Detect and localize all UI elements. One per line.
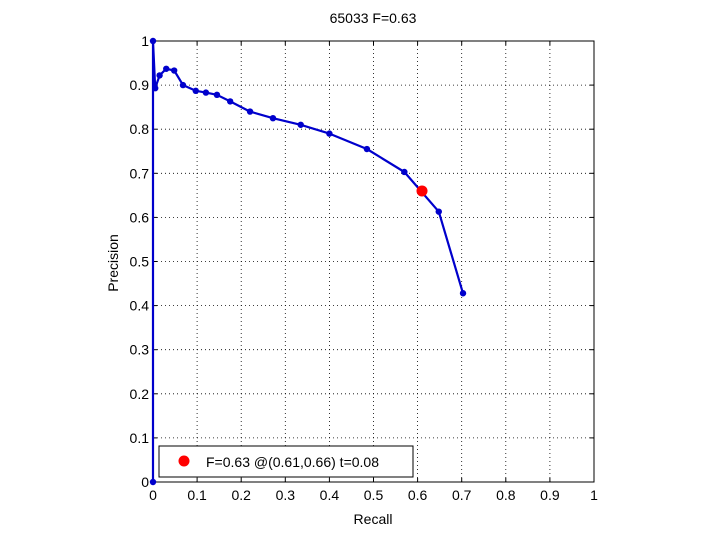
x-axis-label: Recall — [354, 511, 393, 527]
series-point — [226, 98, 234, 105]
y-tick-label: 0.6 — [130, 209, 150, 225]
series-point — [170, 67, 178, 74]
x-tick-label: 0.5 — [364, 487, 384, 503]
y-tick-label: 0.1 — [130, 430, 150, 446]
x-tick-label: 0.8 — [496, 487, 516, 503]
series-group — [149, 37, 467, 486]
chart-title: 65033 F=0.63 — [330, 10, 417, 26]
x-tick-label: 0.3 — [276, 487, 296, 503]
series-point — [246, 108, 254, 115]
series-point — [459, 290, 467, 297]
grid-lines — [153, 41, 594, 482]
legend-marker — [178, 455, 190, 467]
y-axis-ticks: 0 0.1 0.2 0.3 0.4 0.5 0.6 0.7 0.8 0.9 1 — [130, 33, 594, 490]
y-tick-label: 0 — [141, 474, 149, 490]
legend: F=0.63 @(0.61,0.66) t=0.08 — [158, 445, 414, 478]
x-tick-label: 0 — [149, 487, 157, 503]
series-point — [363, 145, 371, 153]
series-point — [326, 130, 333, 137]
highlight-point — [416, 185, 428, 197]
series-point — [202, 89, 210, 96]
y-axis-label: Precision — [105, 234, 121, 292]
x-tick-label: 0.9 — [540, 487, 560, 503]
series-point — [179, 81, 187, 89]
x-tick-label: 0.4 — [320, 487, 340, 503]
legend-text: F=0.63 @(0.61,0.66) t=0.08 — [206, 454, 379, 470]
y-tick-label: 0.2 — [130, 386, 150, 402]
x-tick-label: 0.2 — [231, 487, 251, 503]
y-tick-label: 0.3 — [130, 342, 150, 358]
series-point — [156, 72, 163, 79]
series-point — [149, 478, 157, 486]
x-axis-ticks: 0 0.1 0.2 0.3 0.4 0.5 0.6 0.7 0.8 0.9 1 — [149, 41, 598, 503]
series-point — [149, 37, 157, 45]
highlight-group — [416, 185, 428, 197]
series-point — [192, 87, 199, 95]
series-point — [435, 208, 442, 215]
x-tick-label: 1 — [590, 487, 598, 503]
x-tick-label: 0.1 — [187, 487, 207, 503]
y-tick-label: 0.5 — [130, 254, 150, 270]
y-tick-label: 0.8 — [130, 121, 150, 137]
y-tick-label: 0.4 — [130, 298, 150, 314]
series-point — [297, 121, 304, 128]
series-point — [163, 65, 170, 72]
series-point — [269, 114, 277, 122]
legend-box — [158, 445, 414, 478]
series-point — [152, 84, 159, 92]
x-tick-label: 0.6 — [408, 487, 428, 503]
x-tick-label: 0.7 — [452, 487, 472, 503]
y-tick-label: 1 — [141, 33, 149, 49]
series-point — [401, 168, 408, 176]
y-tick-label: 0.9 — [130, 77, 150, 93]
y-tick-label: 0.7 — [130, 165, 150, 181]
series-point — [213, 91, 221, 99]
